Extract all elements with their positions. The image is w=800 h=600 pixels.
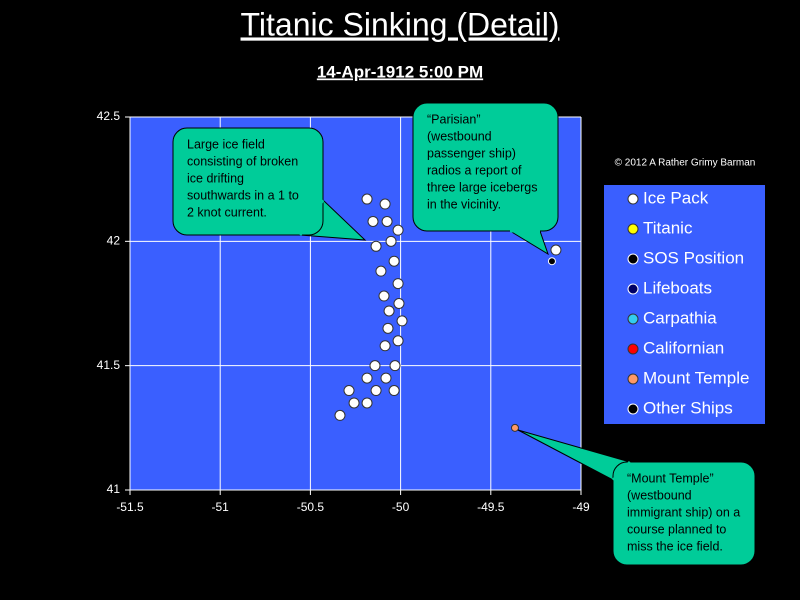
ice-point: [370, 385, 382, 397]
callout-box: [412, 102, 559, 232]
ice-point: [361, 397, 373, 409]
x-tick-label: -51.5: [116, 500, 144, 514]
ice-point: [392, 224, 404, 236]
legend-marker: [627, 343, 639, 355]
annotation-line: Large ice field: [187, 137, 265, 151]
ice-point: [388, 255, 400, 267]
legend-marker: [627, 223, 639, 235]
callout-box: [612, 461, 756, 566]
ice-point: [392, 335, 404, 347]
ice-point: [393, 298, 405, 309]
ice-point: [383, 305, 395, 317]
ice-point: [370, 240, 382, 252]
annotation-line: (westbound: [427, 129, 492, 143]
y-tick-label: 41: [107, 482, 121, 496]
annotation-line: passenger ship): [427, 146, 516, 160]
annotation-line: 2 knot current.: [187, 205, 267, 219]
annotation-line: three large icebergs: [427, 180, 537, 194]
callout-joint: [611, 460, 632, 482]
ice-point: [343, 385, 355, 397]
legend-label: SOS Position: [643, 248, 744, 267]
legend-marker: [627, 403, 639, 415]
annotation-line: (westbound: [627, 488, 692, 502]
legend-label: Lifeboats: [643, 278, 712, 297]
ice-point: [334, 409, 346, 421]
y-tick-label: 42: [107, 234, 121, 248]
ship-point: [547, 257, 556, 266]
x-tick-label: -50.5: [297, 500, 325, 514]
ice-point: [381, 215, 393, 227]
legend-marker: [627, 283, 639, 295]
annotation-line: course planned to: [627, 522, 726, 536]
annotation-line: miss the ice field.: [627, 539, 723, 553]
legend-label: Titanic: [643, 218, 693, 237]
annotation-line: immigrant ship) on a: [627, 505, 740, 519]
ship-point: [510, 423, 519, 432]
annotation-line: ice drifting: [187, 171, 244, 185]
ice-point: [550, 244, 562, 256]
x-tick-label: -49.5: [477, 500, 505, 514]
ice-point: [382, 322, 394, 334]
ice-point: [388, 385, 400, 397]
ice-point: [369, 360, 381, 372]
annotation-line: in the vicinity.: [427, 197, 501, 211]
ice-point: [375, 265, 387, 277]
ice-point: [389, 360, 401, 372]
y-tick-label: 41.5: [97, 358, 121, 372]
ice-point: [367, 215, 379, 227]
annotation-line: “Parisian”: [427, 112, 481, 126]
legend-marker: [627, 253, 639, 265]
x-tick-label: -49: [572, 500, 590, 514]
y-tick-label: 42.5: [97, 109, 121, 123]
callout-box: [172, 127, 324, 236]
credit: © 2012 A Rather Grimy Barman: [615, 158, 756, 169]
chart-subtitle: 14-Apr-1912 5:00 PM: [317, 62, 483, 81]
annotation-line: “Mount Temple”: [627, 471, 714, 485]
legend-marker: [627, 193, 639, 205]
annotation-line: southwards in a 1 to: [187, 188, 299, 202]
legend-marker: [627, 373, 639, 385]
annotation-line: consisting of broken: [187, 154, 298, 168]
legend-label: Ice Pack: [643, 188, 709, 207]
ice-point: [380, 372, 392, 384]
ice-point: [392, 278, 404, 290]
chart-title: Titanic Sinking (Detail): [241, 6, 560, 42]
ice-point: [379, 198, 391, 210]
legend-label: Californian: [643, 338, 724, 357]
ice-point: [378, 290, 390, 302]
ice-point: [379, 340, 391, 352]
legend-label: Other Ships: [643, 398, 733, 417]
annotation-line: radios a report of: [427, 163, 522, 177]
ice-point: [396, 315, 408, 327]
legend-label: Mount Temple: [643, 368, 749, 387]
ice-point: [361, 193, 373, 205]
ice-point: [361, 372, 373, 384]
callout-joint: [298, 199, 325, 236]
ice-point: [385, 235, 397, 247]
legend-marker: [627, 313, 639, 325]
x-tick-label: -51: [212, 500, 230, 514]
x-tick-label: -50: [392, 500, 410, 514]
ice-point: [348, 397, 360, 409]
legend-label: Carpathia: [643, 308, 717, 327]
